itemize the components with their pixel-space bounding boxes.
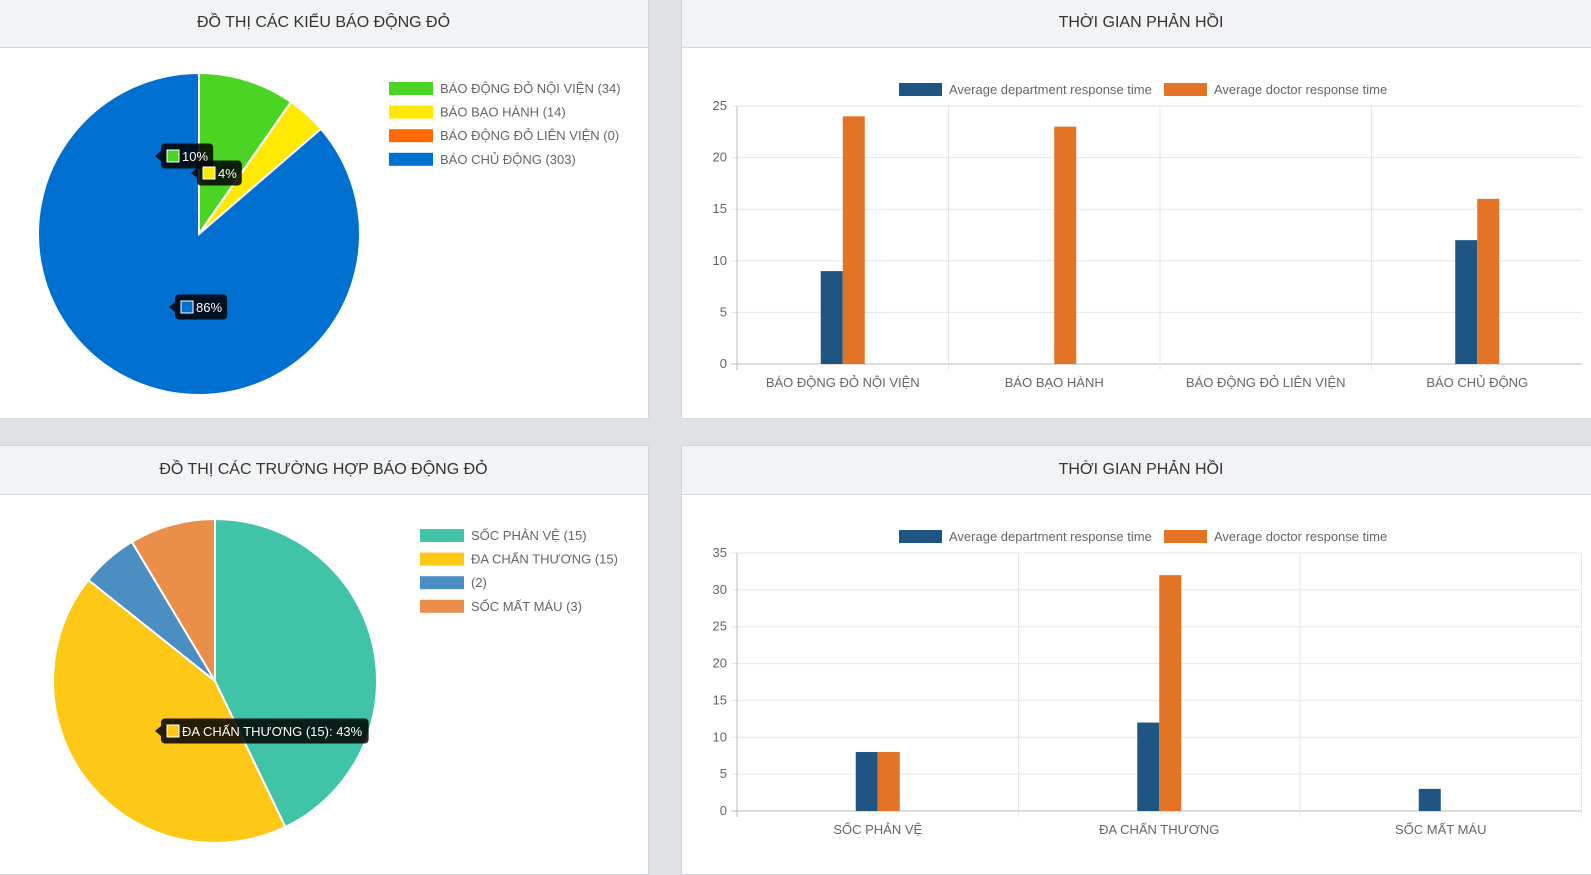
- legend-label: BÁO BẠO HÀNH (14): [440, 105, 566, 120]
- y-tick-label: 20: [713, 150, 727, 165]
- legend-label: BÁO ĐỘNG ĐỎ NỘI VIỆN (34): [440, 81, 621, 96]
- bar-panel-response-time-1: THỜI GIAN PHẢN HỒI Average department re…: [681, 0, 1591, 419]
- y-tick-label: 10: [713, 253, 727, 268]
- x-tick-label: BÁO ĐỘNG ĐỎ NỘI VIỆN: [766, 375, 920, 390]
- x-tick-label: BÁO ĐỘNG ĐỎ LIÊN VIỆN: [1186, 375, 1346, 390]
- x-tick-label: SỐC MẤT MÁU: [1395, 822, 1487, 837]
- slice-tooltip: 4%: [191, 160, 242, 186]
- y-tick-label: 15: [713, 692, 727, 707]
- legend-label: Average department response time: [949, 82, 1152, 97]
- legend-swatch: [899, 83, 942, 96]
- x-tick-label: ĐA CHẤN THƯƠNG: [1099, 822, 1219, 837]
- y-tick-label: 15: [713, 201, 727, 216]
- pie-slice: [198, 71, 293, 238]
- legend-swatch: [420, 552, 464, 566]
- bar: [820, 271, 843, 364]
- legend-label: BÁO CHỦ ĐỘNG (303): [440, 152, 576, 167]
- y-tick-label: 25: [713, 98, 727, 113]
- tooltip-text: 10%: [182, 149, 208, 164]
- slice-tooltip: 10%: [155, 143, 214, 169]
- bar-chart-response-time-2: Average department response time Average …: [713, 529, 1582, 837]
- legend-label: BÁO ĐỘNG ĐỎ LIÊN VIỆN (0): [440, 128, 619, 143]
- panel-title: ĐỒ THỊ CÁC KIỂU BÁO ĐỘNG ĐỎ: [0, 0, 648, 48]
- y-tick-label: 0: [720, 803, 727, 818]
- tooltip-caret: [155, 151, 161, 161]
- legend-swatch: [420, 599, 464, 613]
- pie-chart-alert-cases: SỐC PHẢN VỆ (15) ĐA CHẤN THƯƠNG (15) (2) S…: [52, 517, 618, 844]
- y-tick-label: 0: [720, 356, 727, 371]
- y-tick-label: 5: [720, 304, 727, 319]
- legend-swatch: [420, 529, 464, 542]
- bar: [877, 752, 900, 811]
- pie-slice: [214, 517, 378, 829]
- bar: [1455, 240, 1478, 364]
- pie-panel-alert-types: ĐỒ THỊ CÁC KIỂU BÁO ĐỘNG ĐỎ BÁO ĐỘNG ĐỎ …: [0, 0, 649, 419]
- pie-slice: [130, 517, 216, 685]
- legend-swatch: [389, 82, 433, 95]
- y-tick-label: 35: [713, 545, 727, 560]
- bar: [842, 116, 865, 364]
- x-tick-label: SỐC PHẢN VỆ: [833, 822, 922, 837]
- panel-title: THỜI GIAN PHẢN HỒI: [682, 446, 1591, 495]
- pie-chart-alert-types: BÁO ĐỘNG ĐỎ NỘI VIỆN (34) BÁO BẠO HÀNH (1…: [37, 71, 621, 396]
- x-tick-label: BÁO BẠO HÀNH: [1005, 375, 1104, 390]
- bar: [1418, 788, 1441, 811]
- tooltip-text: ĐA CHẤN THƯƠNG (15): 43%: [182, 724, 363, 739]
- legend-swatch: [389, 152, 433, 166]
- slice-tooltip: 86%: [169, 294, 228, 320]
- legend-label: (2): [471, 575, 487, 590]
- y-tick-label: 20: [713, 656, 727, 671]
- bar: [855, 752, 878, 811]
- y-tick-label: 30: [713, 582, 727, 597]
- tooltip-swatch: [166, 149, 180, 163]
- tooltip-text: 86%: [196, 300, 222, 315]
- tooltip-caret: [191, 168, 197, 178]
- tooltip-box: [161, 718, 369, 744]
- pie-slice: [37, 71, 361, 396]
- bar: [1137, 722, 1160, 811]
- legend-swatch: [389, 129, 433, 143]
- legend-swatch: [899, 530, 942, 543]
- bar-panel-response-time-2: THỜI GIAN PHẢN HỒI Average department re…: [681, 445, 1591, 875]
- bar: [1054, 126, 1077, 364]
- legend-swatch: [1164, 530, 1207, 543]
- x-tick-label: BÁO CHỦ ĐỘNG: [1426, 375, 1528, 390]
- legend-label: Average doctor response time: [1214, 82, 1387, 97]
- tooltip-swatch: [202, 166, 216, 180]
- y-tick-label: 10: [713, 729, 727, 744]
- slice-tooltip: ĐA CHẤN THƯƠNG (15): 43%: [155, 718, 369, 744]
- legend-swatch: [389, 105, 433, 119]
- bar: [1159, 575, 1182, 811]
- legend-label: Average doctor response time: [1214, 529, 1387, 544]
- legend-swatch: [420, 576, 464, 590]
- tooltip-swatch: [166, 724, 180, 738]
- y-tick-label: 25: [713, 619, 727, 634]
- tooltip-swatch: [180, 300, 194, 314]
- y-tick-label: 5: [720, 766, 727, 781]
- legend-label: SỐC PHẢN VỆ (15): [471, 528, 587, 543]
- tooltip-caret: [169, 302, 175, 312]
- bar: [1477, 198, 1500, 364]
- legend-label: Average department response time: [949, 529, 1152, 544]
- bar-chart-response-time-1: Average department response time Average …: [713, 82, 1582, 390]
- legend-swatch: [1164, 83, 1207, 96]
- pie-slice: [52, 578, 287, 844]
- pie-panel-alert-cases: ĐỒ THỊ CÁC TRƯỜNG HỢP BÁO ĐỘNG ĐỎ SỐC PH…: [0, 445, 649, 875]
- tooltip-text: 4%: [218, 166, 237, 181]
- panel-title: THỜI GIAN PHẢN HỒI: [682, 0, 1591, 48]
- tooltip-caret: [155, 726, 161, 736]
- legend-label: ĐA CHẤN THƯƠNG (15): [471, 552, 618, 567]
- legend-label: SỐC MẤT MÁU (3): [471, 599, 582, 614]
- panel-title: ĐỒ THỊ CÁC TRƯỜNG HỢP BÁO ĐỘNG ĐỎ: [0, 446, 648, 495]
